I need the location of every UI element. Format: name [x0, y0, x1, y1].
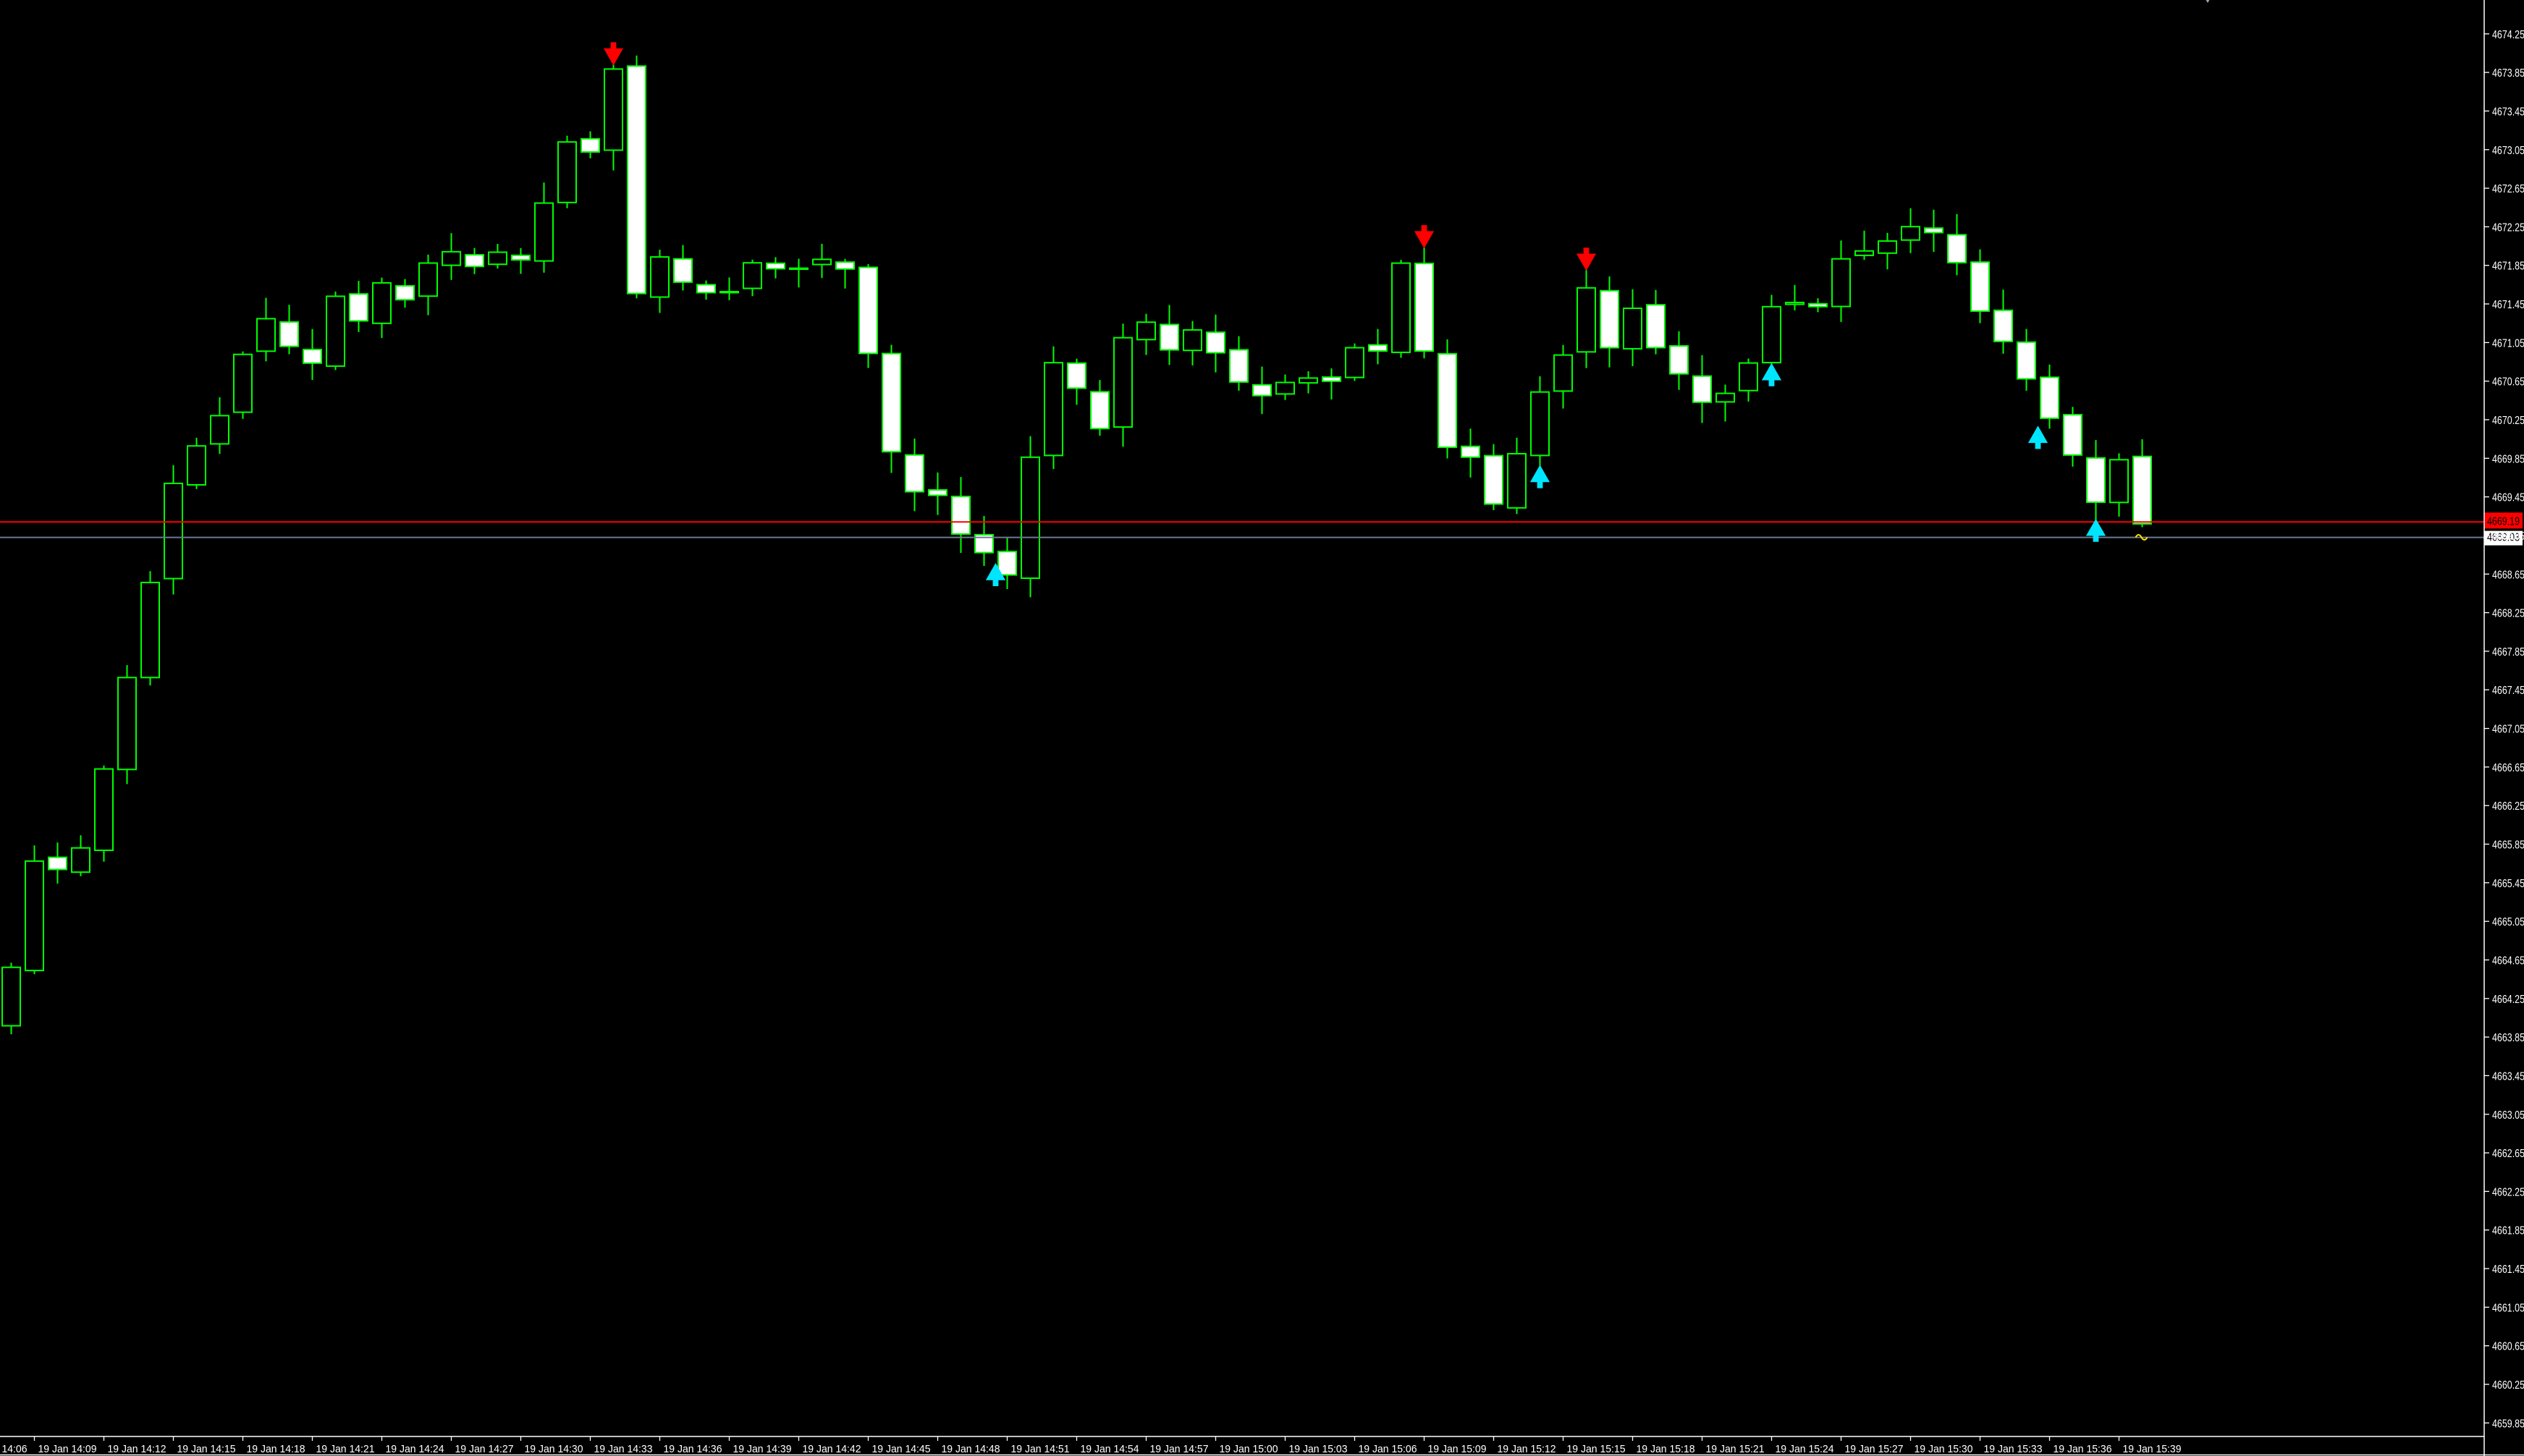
svg-text:4669.45: 4669.45 [2492, 492, 2524, 504]
svg-text:19 Jan 14:06: 19 Jan 14:06 [0, 1443, 28, 1455]
svg-text:19 Jan 15:24: 19 Jan 15:24 [1776, 1443, 1834, 1455]
svg-text:4664.25: 4664.25 [2492, 994, 2524, 1006]
svg-text:19 Jan 15:06: 19 Jan 15:06 [1359, 1443, 1417, 1455]
svg-text:4663.05: 4663.05 [2492, 1109, 2524, 1122]
svg-text:19 Jan 14:45: 19 Jan 14:45 [872, 1443, 931, 1455]
svg-text:4668.25: 4668.25 [2492, 608, 2524, 620]
svg-text:19 Jan 15:18: 19 Jan 15:18 [1637, 1443, 1695, 1455]
svg-text:19 Jan 14:36: 19 Jan 14:36 [664, 1443, 722, 1455]
svg-text:19 Jan 14:51: 19 Jan 14:51 [1011, 1443, 1070, 1455]
svg-text:4661.85: 4661.85 [2492, 1225, 2524, 1237]
svg-text:4672.65: 4672.65 [2492, 183, 2524, 195]
svg-text:4661.05: 4661.05 [2492, 1302, 2524, 1314]
svg-text:4665.85: 4665.85 [2492, 839, 2524, 852]
svg-text:19 Jan 15:15: 19 Jan 15:15 [1567, 1443, 1626, 1455]
svg-text:4660.65: 4660.65 [2492, 1341, 2524, 1353]
svg-text:19 Jan 15:03: 19 Jan 15:03 [1289, 1443, 1348, 1455]
svg-text:4662.25: 4662.25 [2492, 1186, 2524, 1198]
svg-text:4672.25: 4672.25 [2492, 221, 2524, 234]
svg-text:19 Jan 14:09: 19 Jan 14:09 [38, 1443, 97, 1455]
svg-text:19 Jan 15:12: 19 Jan 15:12 [1498, 1443, 1556, 1455]
svg-text:4673.85: 4673.85 [2492, 67, 2524, 80]
svg-text:19 Jan 14:15: 19 Jan 14:15 [177, 1443, 236, 1455]
svg-text:19 Jan 15:36: 19 Jan 15:36 [2054, 1443, 2112, 1455]
svg-text:4669.05: 4669.05 [2492, 530, 2524, 543]
svg-text:19 Jan 14:42: 19 Jan 14:42 [803, 1443, 861, 1455]
svg-text:4659.85: 4659.85 [2492, 1418, 2524, 1430]
svg-text:4667.05: 4667.05 [2492, 724, 2524, 736]
svg-text:19 Jan 15:30: 19 Jan 15:30 [1915, 1443, 1973, 1455]
svg-text:4674.25: 4674.25 [2492, 29, 2524, 41]
svg-text:4666.65: 4666.65 [2492, 762, 2524, 774]
svg-text:4670.25: 4670.25 [2492, 415, 2524, 427]
svg-text:4669.19: 4669.19 [2487, 515, 2520, 528]
svg-text:19 Jan 14:18: 19 Jan 14:18 [247, 1443, 305, 1455]
svg-text:4666.25: 4666.25 [2492, 800, 2524, 813]
svg-text:4669.85: 4669.85 [2492, 453, 2524, 465]
svg-text:19 Jan 14:21: 19 Jan 14:21 [316, 1443, 375, 1455]
svg-text:4660.25: 4660.25 [2492, 1379, 2524, 1392]
svg-text:4662.65: 4662.65 [2492, 1148, 2524, 1160]
svg-text:19 Jan 14:33: 19 Jan 14:33 [594, 1443, 653, 1455]
svg-text:4667.45: 4667.45 [2492, 685, 2524, 697]
svg-text:4667.85: 4667.85 [2492, 646, 2524, 659]
svg-text:4663.85: 4663.85 [2492, 1032, 2524, 1044]
svg-text:19 Jan 15:09: 19 Jan 15:09 [1428, 1443, 1487, 1455]
svg-text:19 Jan 15:27: 19 Jan 15:27 [1845, 1443, 1904, 1455]
svg-text:4673.45: 4673.45 [2492, 106, 2524, 118]
svg-text:4671.05: 4671.05 [2492, 337, 2524, 350]
svg-text:4671.45: 4671.45 [2492, 299, 2524, 311]
svg-text:4673.05: 4673.05 [2492, 145, 2524, 157]
svg-text:19 Jan 14:54: 19 Jan 14:54 [1081, 1443, 1139, 1455]
svg-text:19 Jan 14:24: 19 Jan 14:24 [386, 1443, 444, 1455]
svg-text:19 Jan 15:33: 19 Jan 15:33 [1984, 1443, 2043, 1455]
svg-text:19 Jan 15:00: 19 Jan 15:00 [1220, 1443, 1278, 1455]
svg-text:4663.45: 4663.45 [2492, 1070, 2524, 1083]
svg-text:4665.45: 4665.45 [2492, 878, 2524, 890]
svg-text:4665.05: 4665.05 [2492, 916, 2524, 928]
svg-text:19 Jan 14:48: 19 Jan 14:48 [942, 1443, 1000, 1455]
svg-text:19 Jan 15:21: 19 Jan 15:21 [1706, 1443, 1765, 1455]
svg-text:4670.65: 4670.65 [2492, 376, 2524, 389]
svg-text:19 Jan 14:39: 19 Jan 14:39 [733, 1443, 792, 1455]
svg-text:19 Jan 14:12: 19 Jan 14:12 [108, 1443, 166, 1455]
svg-text:4664.65: 4664.65 [2492, 955, 2524, 968]
svg-text:4668.65: 4668.65 [2492, 569, 2524, 581]
svg-text:4671.85: 4671.85 [2492, 261, 2524, 273]
svg-text:19 Jan 14:57: 19 Jan 14:57 [1150, 1443, 1209, 1455]
svg-text:4661.45: 4661.45 [2492, 1264, 2524, 1276]
svg-text:19 Jan 14:30: 19 Jan 14:30 [525, 1443, 583, 1455]
svg-text:19 Jan 15:39: 19 Jan 15:39 [2123, 1443, 2182, 1455]
svg-text:19 Jan 14:27: 19 Jan 14:27 [455, 1443, 514, 1455]
